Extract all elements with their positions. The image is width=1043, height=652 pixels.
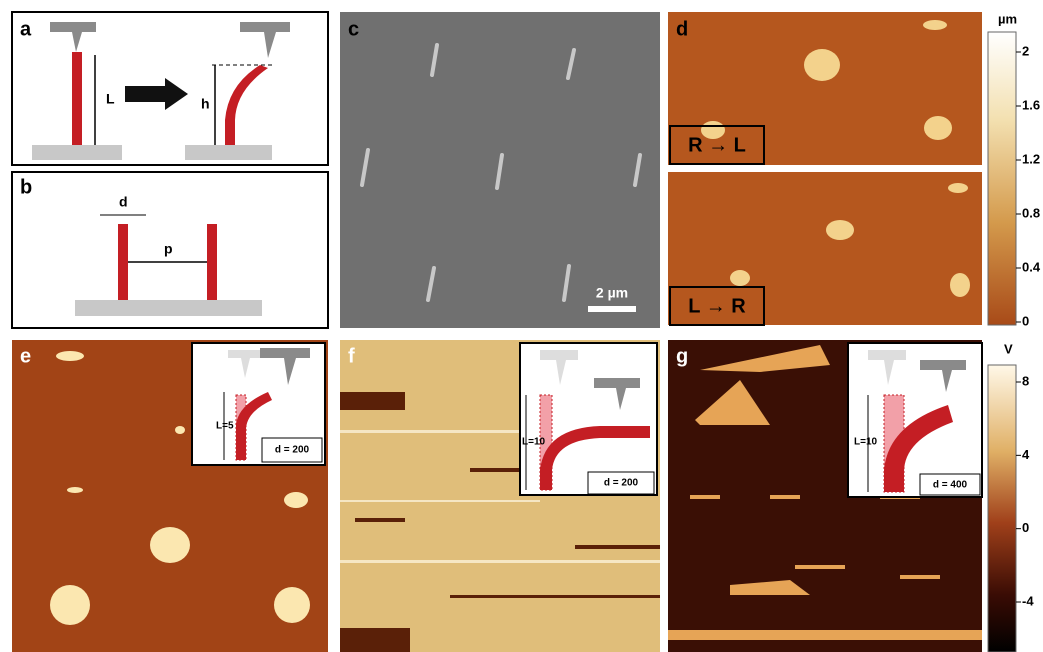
colorbar-unit: µm — [998, 11, 1017, 26]
colorbar-tick-label: 4 — [1022, 447, 1030, 462]
colorbar-tick-label: 0 — [1022, 313, 1029, 328]
panel-label: a — [20, 18, 32, 40]
inset-diameter: d = 400 — [933, 480, 968, 491]
colorbar-unit: V — [1004, 341, 1013, 356]
colorbar — [988, 32, 1016, 325]
colorbar-tick-label: 0.8 — [1022, 205, 1040, 220]
colorbar-tick-label: 8 — [1022, 373, 1029, 388]
label-l: L — [106, 91, 115, 107]
panel-label: e — [20, 345, 31, 367]
colorbar-tick-label: 1.2 — [1022, 151, 1040, 166]
scan-direction: L → R — [688, 295, 746, 317]
pillar — [72, 52, 82, 145]
substrate — [185, 145, 272, 160]
scale-bar — [588, 306, 636, 312]
inset-diameter: d = 200 — [604, 478, 639, 489]
label-d: d — [119, 194, 128, 210]
pillar — [207, 224, 217, 300]
colorbar-tick-label: 2 — [1022, 43, 1029, 58]
inset-length: L=5 — [216, 421, 234, 432]
figure: L h a d p b 2 µm c R → L L → R d µm e L=… — [0, 0, 1043, 652]
substrate — [75, 300, 262, 316]
pillar — [118, 224, 128, 300]
panel-label: b — [20, 176, 32, 198]
label-h: h — [201, 96, 210, 112]
colorbar-tick-label: 1.6 — [1022, 97, 1040, 112]
panel-label: c — [348, 18, 359, 40]
label-p: p — [164, 241, 173, 257]
panel-label: g — [676, 345, 688, 367]
inset-length: L=10 — [854, 437, 878, 448]
page: L h a d p b 2 µm c R → L L → R d µm e L=… — [0, 0, 1043, 652]
panel-label: d — [676, 18, 688, 40]
colorbar — [988, 365, 1016, 652]
scale-bar-label: 2 µm — [596, 285, 628, 301]
colorbar-tick-label: 0 — [1022, 520, 1029, 535]
inset-diameter: d = 200 — [275, 445, 310, 456]
scan-direction: R → L — [688, 134, 746, 156]
substrate — [32, 145, 122, 160]
colorbar-tick-label: 0.4 — [1022, 259, 1041, 274]
panel-label: f — [348, 345, 355, 367]
inset-length: L=10 — [522, 437, 546, 448]
colorbar-tick-label: -4 — [1022, 593, 1034, 608]
